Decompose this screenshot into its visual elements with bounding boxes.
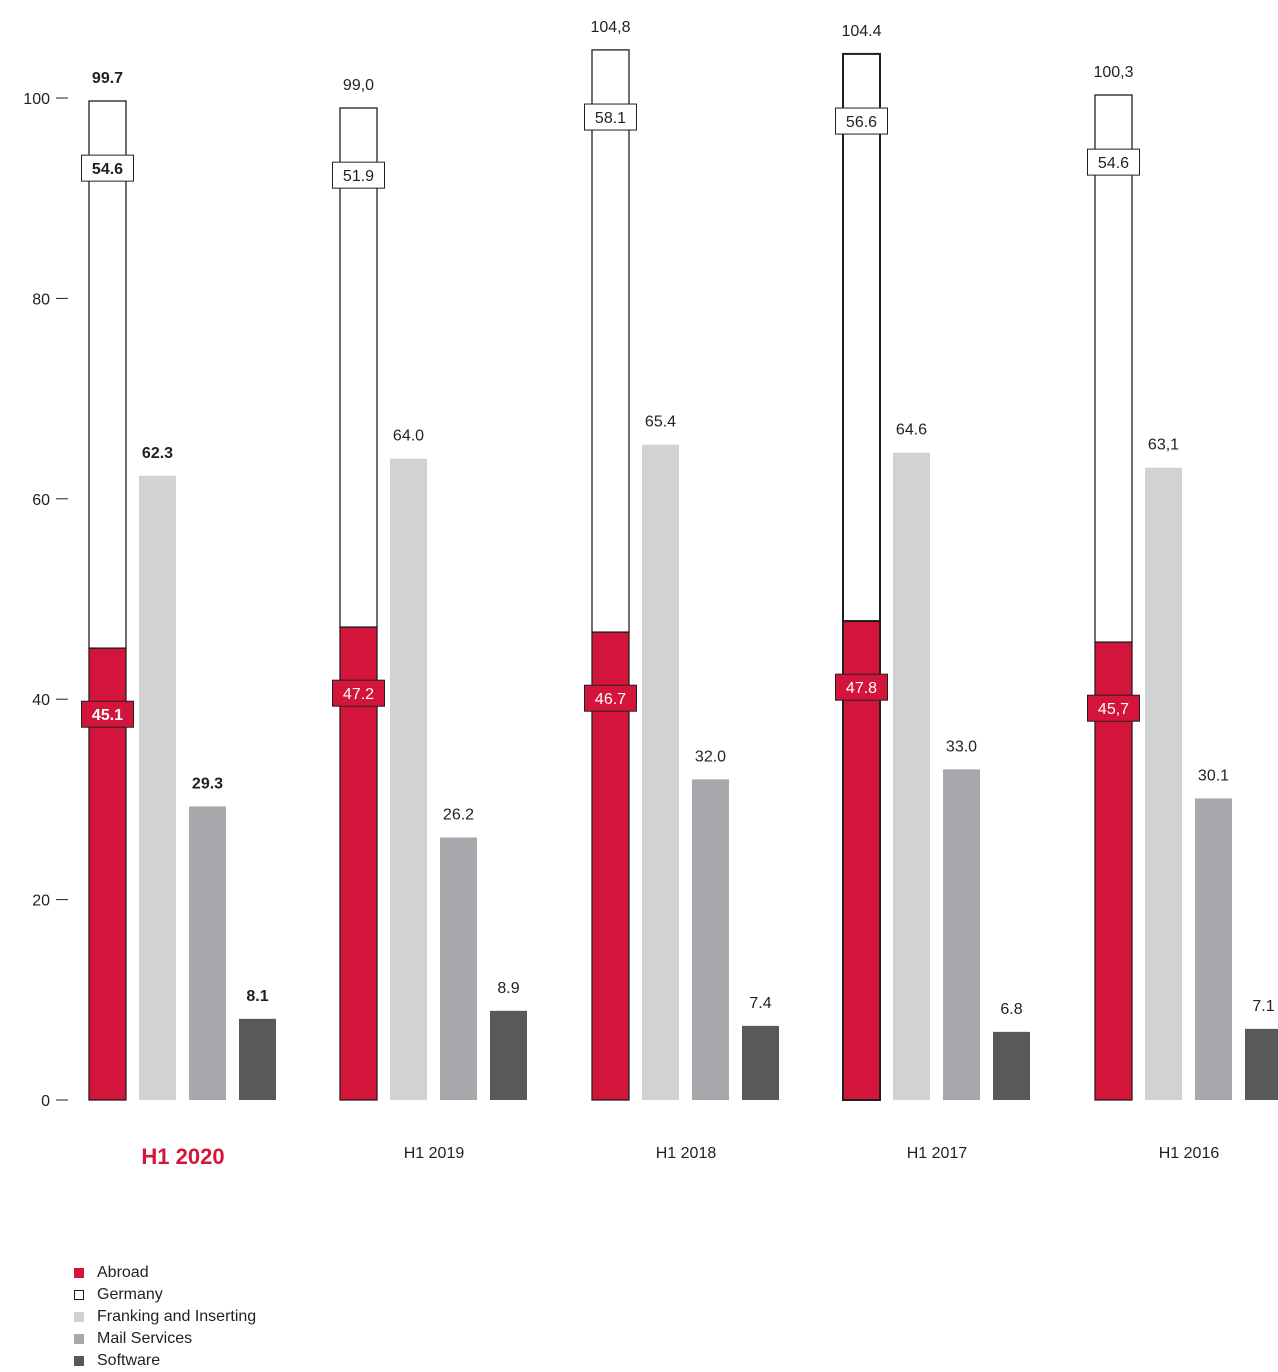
value-box-germany — [1087, 148, 1140, 176]
value-box-germany — [584, 103, 637, 131]
value-label-abroad: 47.8 — [846, 680, 877, 697]
bar-software — [742, 1025, 779, 1100]
value-label-germany: 58.1 — [595, 110, 626, 127]
legend-label-abroad: Abroad — [97, 1264, 149, 1281]
value-label-software: 8.9 — [497, 980, 519, 997]
legend-swatch-mail-services — [74, 1334, 84, 1344]
legend-item-franking-and-inserting: Franking and Inserting — [74, 1306, 256, 1328]
value-label-abroad: 45.1 — [92, 707, 123, 724]
legend-swatch-abroad — [74, 1268, 84, 1278]
value-label-abroad: 46.7 — [595, 691, 626, 708]
value-label-franking-and-inserting: 62.3 — [142, 445, 173, 462]
bar-abroad — [842, 620, 881, 1101]
bar-franking-and-inserting — [642, 444, 679, 1100]
legend-label-franking-and-inserting: Franking and Inserting — [97, 1308, 257, 1325]
bar-germany — [591, 49, 630, 633]
value-label-germany: 54.6 — [1098, 155, 1129, 172]
legend-swatch-germany — [74, 1290, 84, 1300]
bar-franking-and-inserting — [893, 452, 930, 1100]
bar-software — [1245, 1028, 1278, 1100]
value-box-abroad — [835, 673, 888, 701]
value-label-software: 8.1 — [246, 988, 268, 1005]
bar-franking-and-inserting — [390, 458, 427, 1101]
bar-mail-services — [189, 806, 226, 1100]
value-label-mail-services: 33.0 — [946, 738, 977, 755]
value-label-abroad: 45,7 — [1098, 701, 1129, 718]
bar-franking-and-inserting — [139, 475, 176, 1100]
bar-mail-services — [943, 769, 980, 1100]
legend-item-germany: Germany — [74, 1284, 256, 1306]
value-label-germany: 56.6 — [846, 114, 877, 131]
value-box-abroad — [1087, 694, 1140, 722]
value-label-mail-services: 32.0 — [695, 748, 726, 765]
value-label-mail-services: 30.1 — [1198, 767, 1229, 784]
legend-item-mail-services: Mail Services — [74, 1328, 256, 1350]
bar-germany — [88, 100, 127, 649]
value-label-total: 99,0 — [343, 77, 374, 94]
bar-software — [239, 1018, 276, 1100]
value-label-mail-services: 26.2 — [443, 806, 474, 823]
y-axis-tick-label: 100 — [23, 91, 50, 108]
value-label-mail-services: 29.3 — [192, 775, 223, 792]
legend-label-germany: Germany — [97, 1286, 163, 1303]
y-axis-tick-label: 20 — [32, 893, 50, 910]
value-label-abroad: 47.2 — [343, 686, 374, 703]
value-label-germany: 51.9 — [343, 168, 374, 185]
y-axis-tick-label: 0 — [41, 1093, 50, 1110]
x-axis-category-label: H1 2018 — [656, 1145, 717, 1162]
bar-mail-services — [1195, 798, 1232, 1100]
legend-item-software: Software — [74, 1350, 256, 1372]
legend-item-abroad: Abroad — [74, 1262, 256, 1284]
bar-germany — [1094, 94, 1133, 643]
value-label-franking-and-inserting: 64.6 — [896, 422, 927, 439]
value-box-germany — [81, 154, 134, 182]
value-label-total: 104,8 — [590, 19, 630, 36]
value-label-software: 7.1 — [1252, 998, 1274, 1015]
bar-mail-services — [692, 779, 729, 1100]
value-box-germany — [332, 161, 385, 189]
value-box-abroad — [584, 684, 637, 712]
y-axis-tick-label: 80 — [32, 291, 50, 308]
value-label-software: 7.4 — [749, 995, 771, 1012]
legend-label-software: Software — [97, 1352, 161, 1369]
value-label-software: 6.8 — [1000, 1001, 1022, 1018]
value-label-total: 99.7 — [92, 70, 123, 87]
legend-swatch-franking-and-inserting — [74, 1312, 84, 1322]
bar-software — [993, 1031, 1030, 1100]
bar-franking-and-inserting — [1145, 467, 1182, 1100]
y-axis-tick-label: 40 — [32, 692, 50, 709]
bar-mail-services — [440, 837, 477, 1100]
value-box-abroad — [332, 679, 385, 707]
value-label-germany: 54.6 — [92, 161, 123, 178]
x-axis-category-label: H1 2016 — [1159, 1145, 1220, 1162]
value-label-total: 100,3 — [1093, 64, 1133, 81]
value-label-total: 104.4 — [841, 23, 881, 40]
y-axis-tick-label: 60 — [32, 492, 50, 509]
revenue-chart: 0 20 40 60 80 100 45.1 54.6 99.7 62.3 29.3 8.1 H1 20… — [23, 19, 1278, 1169]
value-box-abroad — [81, 700, 134, 728]
chart-legend: Abroad Germany Franking and Inserting Ma… — [74, 1262, 256, 1372]
value-label-franking-and-inserting: 63,1 — [1148, 437, 1179, 454]
bar-germany — [842, 52, 881, 623]
x-axis-category-label: H1 2019 — [404, 1145, 465, 1162]
bar-germany — [339, 107, 378, 628]
legend-label-mail-services: Mail Services — [97, 1330, 193, 1347]
bar-software — [490, 1010, 527, 1100]
legend-swatch-software — [74, 1356, 84, 1366]
value-box-germany — [835, 107, 888, 135]
x-axis-category-label: H1 2020 — [141, 1144, 224, 1169]
x-axis-category-label: H1 2017 — [907, 1145, 968, 1162]
value-label-franking-and-inserting: 64.0 — [393, 428, 424, 445]
value-label-franking-and-inserting: 65.4 — [645, 414, 676, 431]
